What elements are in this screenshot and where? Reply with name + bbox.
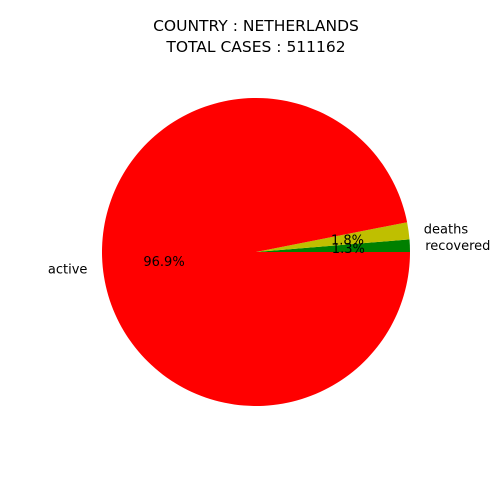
slice-label-recovered: recovered (425, 239, 490, 254)
slice-percent-active: 96.9% (143, 255, 184, 270)
slice-label-deaths: deaths (424, 223, 469, 238)
pie-labels: recovered 1.3% deaths 1.8% active 96.9% (48, 223, 491, 278)
chart-title: COUNTRY : NETHERLANDS (153, 17, 359, 35)
slice-label-active: active (48, 262, 88, 277)
slice-percent-recovered: 1.3% (332, 242, 365, 257)
pie-slices (101, 97, 410, 406)
slice-percent-deaths: 1.8% (331, 233, 364, 248)
chart-subtitle: TOTAL CASES : 511162 (165, 38, 345, 56)
pie-slice-recovered (256, 239, 410, 252)
pie-slice-active (101, 97, 410, 406)
pie-slice-deaths (256, 222, 410, 252)
